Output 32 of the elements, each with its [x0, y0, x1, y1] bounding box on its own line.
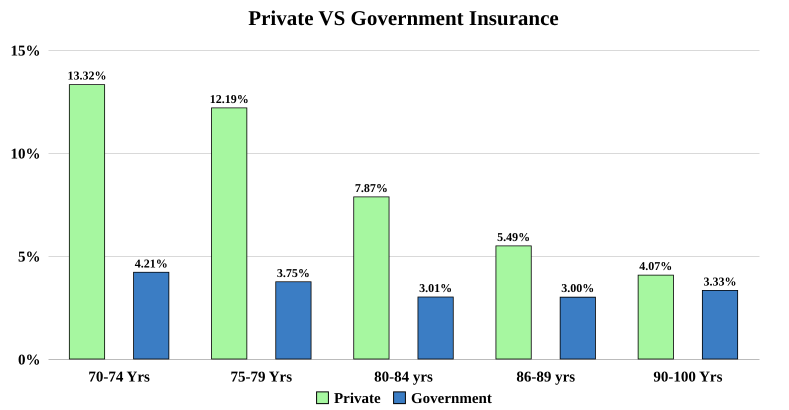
data-label: 4.07%	[639, 259, 672, 274]
x-tick-label: 70-74 Yrs	[88, 370, 150, 386]
y-tick-label: 15%	[10, 44, 40, 60]
legend-label: Private	[334, 390, 381, 407]
data-label: 3.33%	[704, 274, 737, 288]
data-label: 3.00%	[561, 281, 594, 296]
bar	[418, 296, 454, 360]
bar	[702, 290, 738, 360]
data-label: 7.87%	[354, 180, 388, 195]
bar	[638, 274, 674, 360]
data-label: 12.19%	[210, 92, 249, 106]
bar	[353, 196, 390, 360]
x-tick-label: 86-89 yrs	[516, 370, 576, 386]
bar	[211, 107, 248, 360]
y-tick-label: 10%	[10, 146, 40, 162]
data-label: 13.32%	[67, 68, 106, 83]
bar	[68, 84, 106, 360]
bar	[275, 281, 312, 360]
y-tick-label: 5%	[18, 250, 40, 266]
chart-title: Private VS Government Insurance	[248, 6, 559, 30]
data-label: 4.21%	[134, 256, 168, 270]
x-tick-label: 80-84 yrs	[374, 370, 434, 386]
y-tick-label: 0%	[18, 352, 40, 368]
data-label: 3.75%	[276, 266, 310, 280]
legend-label: Government	[411, 390, 492, 407]
x-tick-label: 90-100 Yrs	[653, 370, 723, 386]
bar	[133, 272, 170, 360]
data-label: 3.01%	[419, 280, 452, 295]
data-label: 5.49%	[497, 230, 530, 244]
bar	[560, 296, 596, 360]
bar	[496, 246, 532, 360]
x-tick-label: 75-79 Yrs	[230, 370, 292, 386]
